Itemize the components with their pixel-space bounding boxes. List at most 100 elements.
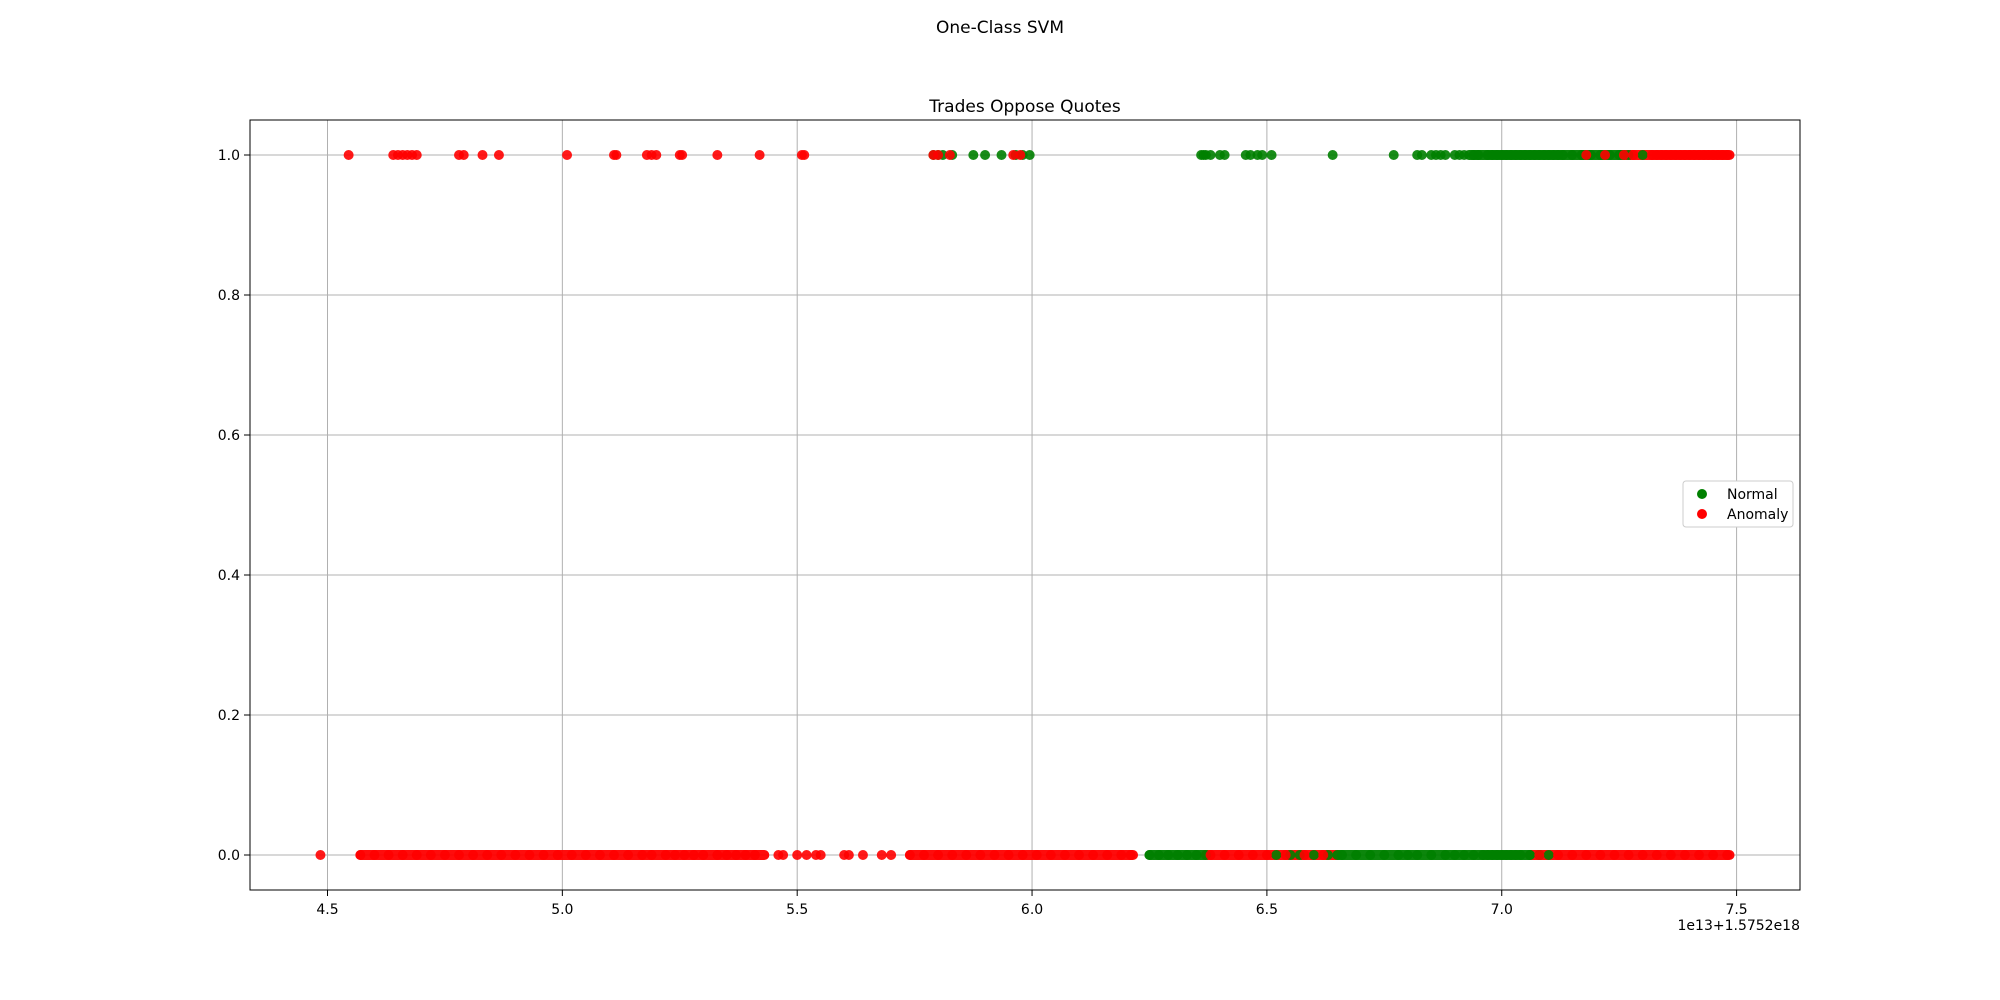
anomaly-point: [904, 850, 915, 860]
anomaly-point: [886, 850, 897, 860]
anomaly-point: [1247, 850, 1258, 860]
normal-point: [1182, 850, 1193, 860]
anomaly-point: [792, 850, 803, 860]
anomaly-point: [1008, 150, 1019, 160]
normal-point: [1637, 150, 1648, 160]
anomaly-point: [355, 850, 366, 860]
anomaly-point: [594, 850, 605, 860]
normal-point: [1543, 850, 1554, 860]
normal-point: [1327, 150, 1338, 160]
anomaly-point: [439, 850, 450, 860]
anomaly-point: [1623, 850, 1634, 860]
anomaly-point: [1233, 850, 1244, 860]
anomaly-point: [1219, 850, 1230, 860]
legend-label-anomaly: Anomaly: [1727, 507, 1788, 523]
normal-point: [996, 150, 1007, 160]
anomaly-point: [1074, 850, 1085, 860]
anomaly-point: [1567, 850, 1578, 860]
anomaly-point: [1581, 850, 1592, 860]
anomaly-point: [343, 150, 354, 160]
anomaly-point: [933, 150, 944, 160]
normal-point: [1266, 150, 1277, 160]
y-axis-ticks: 0.0 0.2 0.4 0.6 0.8 1.0: [218, 148, 250, 864]
anomaly-point: [458, 150, 469, 160]
anomaly-point: [1116, 850, 1127, 860]
anomaly-point: [646, 850, 657, 860]
anomaly-point: [552, 850, 563, 860]
anomaly-point: [1600, 150, 1611, 160]
normal-point: [1245, 150, 1256, 160]
normal-point: [1459, 850, 1470, 860]
normal-point: [1163, 850, 1174, 860]
x-tick-label: 6.5: [1256, 902, 1278, 918]
anomaly-point: [843, 850, 854, 860]
x-axis-ticks: 4.5 5.0 5.5 6.0 6.5 7.0 7.5: [316, 890, 1748, 918]
anomaly-point: [1609, 850, 1620, 860]
x-axis-offset-label: 1e13+1.5752e18: [1678, 918, 1800, 934]
anomaly-point: [580, 850, 591, 860]
anomaly-point: [754, 150, 765, 160]
normal-point: [1426, 850, 1437, 860]
anomaly-point: [679, 850, 690, 860]
normal-point: [1219, 150, 1230, 160]
anomaly-point: [712, 150, 723, 160]
anomaly-point: [1679, 850, 1690, 860]
anomaly-point: [1651, 850, 1662, 860]
anomaly-point: [698, 850, 709, 860]
anomaly-point: [1581, 150, 1592, 160]
anomaly-point: [778, 850, 789, 860]
anomaly-point: [425, 850, 436, 860]
x-tick-label: 5.0: [551, 902, 573, 918]
anomaly-point: [637, 850, 648, 860]
x-tick-label: 5.5: [786, 902, 808, 918]
x-tick-label: 6.0: [1021, 902, 1043, 918]
normal-point: [1365, 850, 1376, 860]
anomaly-point: [397, 850, 408, 860]
y-tick-label: 0.2: [218, 708, 240, 724]
plot-area-frame: [249, 119, 1801, 891]
anomaly-point: [482, 850, 493, 860]
y-tick-label: 1.0: [218, 148, 240, 164]
anomaly-point: [1059, 850, 1070, 860]
anomaly-point: [562, 150, 573, 160]
chart-title: Trades Oppose Quotes: [928, 97, 1121, 117]
anomaly-point: [670, 850, 681, 860]
normal-point: [1172, 850, 1183, 860]
anomaly-point: [876, 850, 887, 860]
anomaly-point: [989, 850, 1000, 860]
y-tick-label: 0.6: [218, 428, 240, 444]
anomaly-point: [688, 850, 699, 860]
normal-point: [1257, 150, 1268, 160]
normal-point: [1473, 150, 1484, 160]
anomaly-point: [1088, 850, 1099, 860]
anomaly-point: [660, 850, 671, 860]
anomaly-point: [1017, 850, 1028, 860]
normal-point: [1440, 150, 1451, 160]
grid-lines: [250, 120, 1800, 890]
anomaly-point: [1637, 850, 1648, 860]
normal-point: [1515, 850, 1526, 860]
anomaly-point: [651, 150, 662, 160]
normal-point: [1144, 850, 1155, 860]
anomaly-point: [740, 850, 751, 860]
anomaly-point: [315, 850, 326, 860]
anomaly-point: [1628, 150, 1639, 160]
anomaly-point: [1015, 150, 1026, 160]
anomaly-point: [944, 150, 955, 160]
anomaly-point: [815, 850, 826, 860]
normal-point: [1449, 850, 1460, 860]
anomaly-point: [1534, 850, 1545, 860]
x-tick-label: 7.0: [1491, 902, 1513, 918]
x-tick-label: 7.5: [1725, 902, 1747, 918]
x-tick-label: 4.5: [316, 902, 338, 918]
normal-point: [1567, 150, 1578, 160]
anomaly-point: [677, 150, 688, 160]
normal-point: [1153, 850, 1164, 860]
anomaly-point: [566, 850, 577, 860]
anomaly-point: [1665, 850, 1676, 860]
normal-point: [1402, 850, 1413, 860]
normal-point: [1271, 850, 1282, 860]
legend-marker-normal: [1697, 489, 1707, 499]
anomaly-point: [538, 850, 549, 860]
normal-point: [1351, 850, 1362, 860]
